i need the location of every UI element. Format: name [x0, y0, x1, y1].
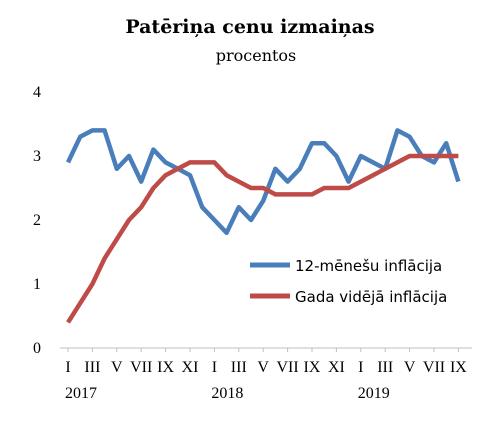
y-tick-label: 0	[33, 340, 41, 357]
series-lines	[65, 128, 461, 324]
series-line-annual-avg	[66, 153, 459, 324]
x-tick-label: I	[358, 359, 363, 376]
x-tick-label: XI	[182, 359, 199, 376]
x-tick-label: V	[257, 359, 269, 376]
x-tick-label: VII	[423, 359, 445, 376]
x-tick-label: I	[65, 359, 70, 376]
x-tick-label: III	[377, 359, 393, 376]
y-tick-label: 1	[33, 276, 41, 293]
x-tick-label: VII	[276, 359, 298, 376]
y-tick-label: 4	[33, 84, 41, 101]
x-tick-label: I	[212, 359, 217, 376]
x-tick-label: V	[111, 359, 123, 376]
x-tick-label: IX	[157, 359, 174, 376]
legend: 12-mēnešu inflācija Gada vidējā inflācij…	[250, 257, 447, 306]
legend-label-annual-avg: Gada vidējā inflācija	[295, 288, 447, 306]
legend-label-12-month: 12-mēnešu inflācija	[295, 257, 442, 275]
chart-subtitle: procentos	[216, 46, 297, 65]
chart-title: Patēriņa cenu izmaiņas	[125, 16, 374, 38]
x-tick-label: V	[404, 359, 416, 376]
year-label: 2019	[358, 385, 390, 402]
x-tick-label: III	[231, 359, 247, 376]
y-axis-ticks: 0 1 2 3 4	[33, 84, 41, 357]
x-tick-label: III	[84, 359, 100, 376]
x-tick-label: IX	[450, 359, 467, 376]
x-tick-label: VII	[130, 359, 152, 376]
x-tick-label: XI	[328, 359, 345, 376]
year-label: 2017	[65, 385, 97, 402]
series-line-12-month	[65, 128, 461, 236]
y-tick-label: 2	[33, 212, 41, 229]
y-tick-label: 3	[33, 148, 41, 165]
x-tick-label: IX	[304, 359, 321, 376]
year-label: 2018	[211, 385, 243, 402]
